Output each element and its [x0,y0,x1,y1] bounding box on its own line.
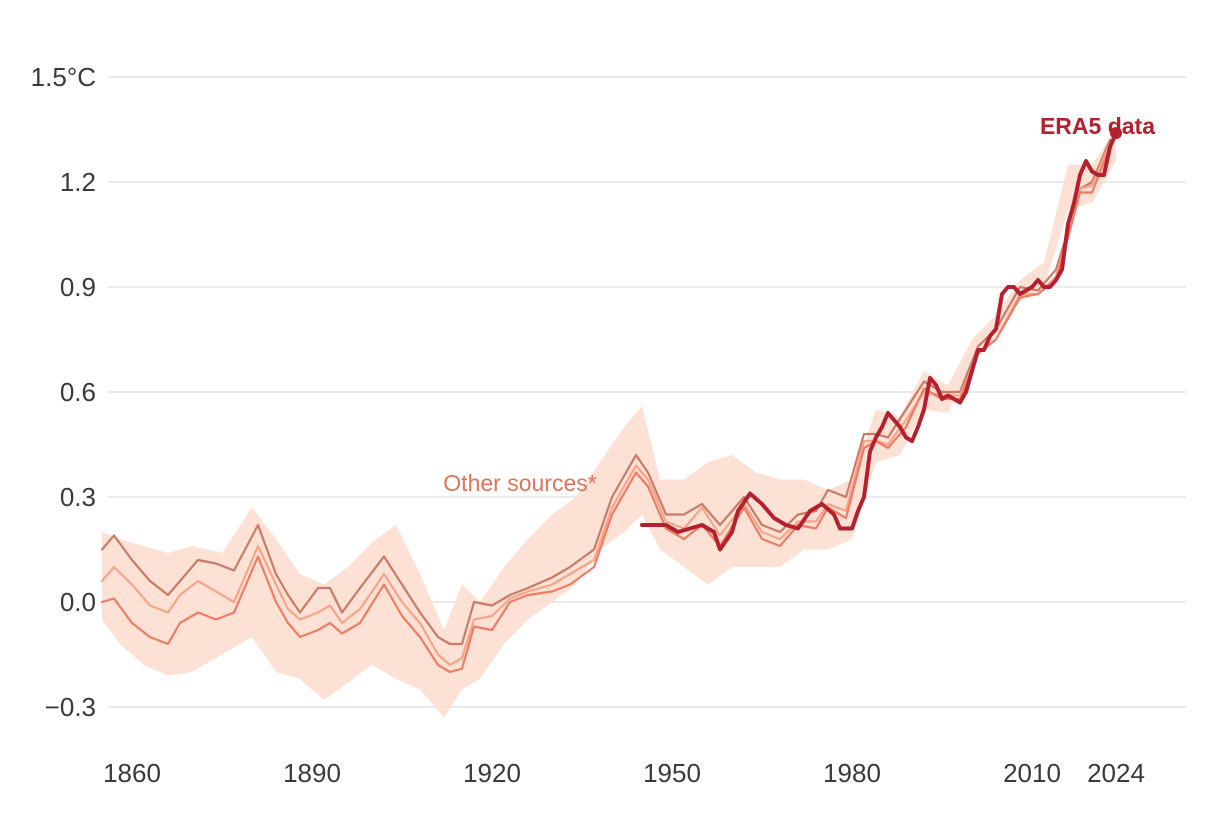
other-sources-label: Other sources* [443,470,596,496]
y-tick-label: 0.3 [60,482,96,512]
y-tick-label: 0.0 [60,587,96,617]
y-tick-label: 1.2 [60,167,96,197]
y-tick-label: 0.9 [60,272,96,302]
annotations: ERA5 data Other sources* [443,113,1155,496]
x-tick-label: 1860 [103,758,161,788]
series-lines [100,131,1118,674]
era5-data-line [640,131,1118,552]
x-tick-label: 1920 [463,758,521,788]
x-tick-label: 2024 [1087,758,1145,788]
other-sources-range-band [102,129,1116,718]
x-tick-label: 1890 [283,758,341,788]
era5-data-label: ERA5 data [1040,113,1155,139]
y-tick-label: 0.6 [60,377,96,407]
y-tick-label: 1.5°C [31,62,96,92]
x-tick-label: 2010 [1003,758,1061,788]
x-tick-label: 1950 [643,758,701,788]
x-axis-tick-labels: 1860 1890 1920 1950 1980 2010 2024 [103,758,1145,788]
y-tick-label: −0.3 [45,692,96,722]
y-axis-tick-labels: 1.5°C 1.2 0.9 0.6 0.3 0.0 −0.3 [31,62,96,722]
x-tick-label: 1980 [823,758,881,788]
other-sources-band [102,129,1116,718]
other-source-line-1 [100,138,1112,646]
era5-endpoint-marker [1110,127,1122,139]
